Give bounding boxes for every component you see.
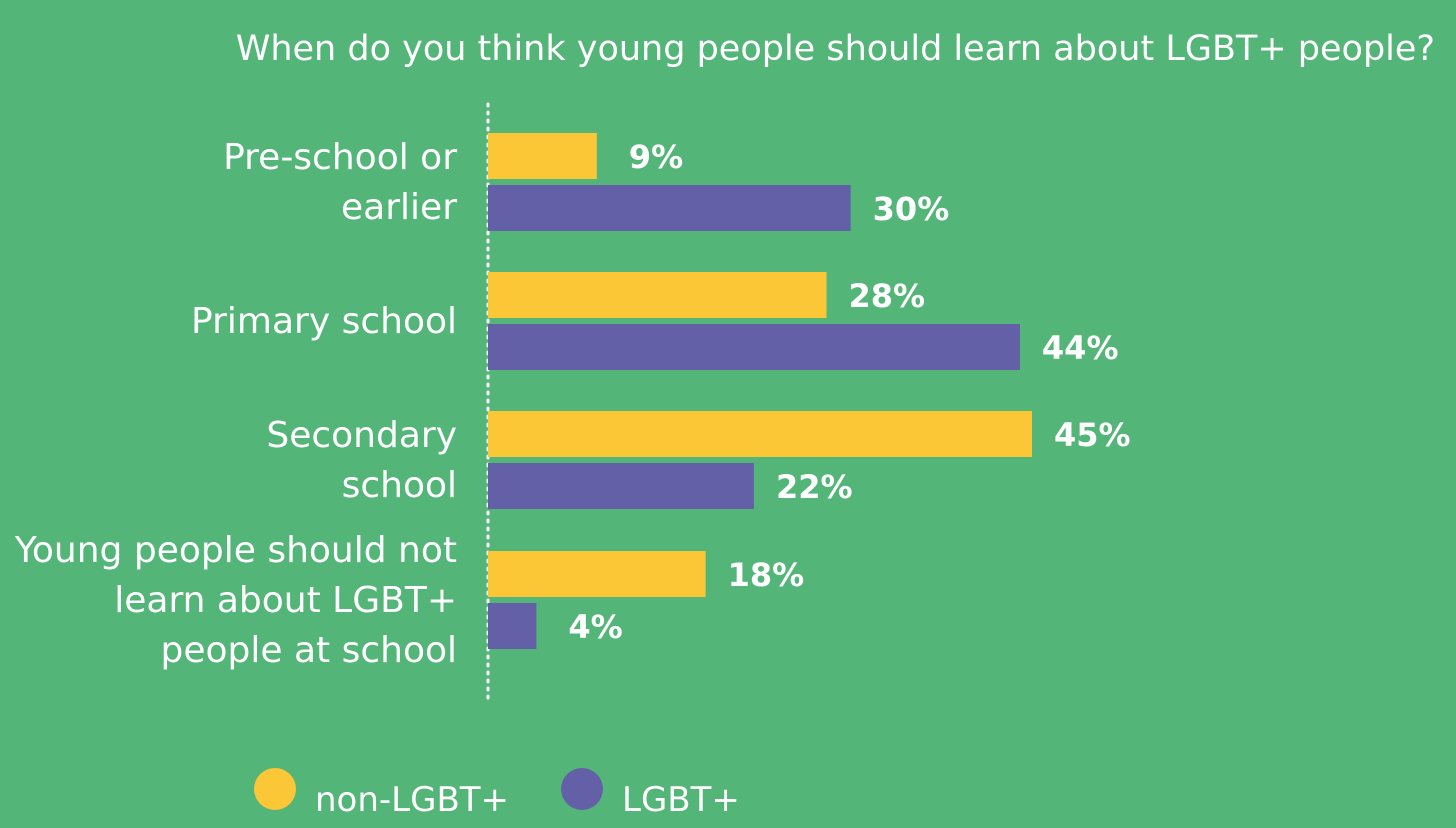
bar-lgbt	[488, 185, 851, 231]
bar-non-lgbt	[488, 411, 1032, 457]
data-label: 44%	[1042, 329, 1119, 367]
category-label: learn about LGBT+	[114, 580, 457, 621]
category-label: people at school	[160, 630, 457, 671]
data-label: 28%	[848, 277, 925, 315]
category-label: school	[342, 465, 457, 506]
legend-swatch-lgbt	[561, 768, 603, 810]
data-label: 18%	[728, 556, 805, 594]
category-labels: Pre-school or earlier Primary school Second…	[14, 137, 458, 671]
category-label: Primary school	[191, 301, 457, 342]
bar-non-lgbt	[488, 551, 706, 597]
legend-label-lgbt: LGBT+	[622, 780, 740, 820]
category-label: earlier	[341, 187, 457, 228]
legend-swatch-non-lgbt	[254, 768, 296, 810]
data-label: 22%	[776, 468, 853, 506]
legend-label-non-lgbt: non-LGBT+	[315, 780, 509, 820]
chart-title: When do you think young people should le…	[236, 29, 1435, 69]
bar-non-lgbt	[488, 272, 827, 318]
category-label: Secondary	[266, 415, 457, 456]
data-label: 4%	[568, 608, 622, 646]
bar-lgbt	[488, 463, 754, 509]
data-label: 30%	[873, 190, 950, 228]
category-label: Young people should not	[14, 530, 457, 571]
legend: non-LGBT+ LGBT+	[254, 768, 740, 820]
bar-lgbt	[488, 603, 537, 649]
data-label: 9%	[629, 138, 683, 176]
category-label: Pre-school or	[223, 137, 457, 178]
bars	[488, 133, 1032, 649]
bar-lgbt	[488, 324, 1020, 370]
data-labels: 9% 30% 28% 44% 45% 22% 18% 4%	[568, 138, 1130, 646]
bar-non-lgbt	[488, 133, 597, 179]
data-label: 45%	[1054, 416, 1131, 454]
